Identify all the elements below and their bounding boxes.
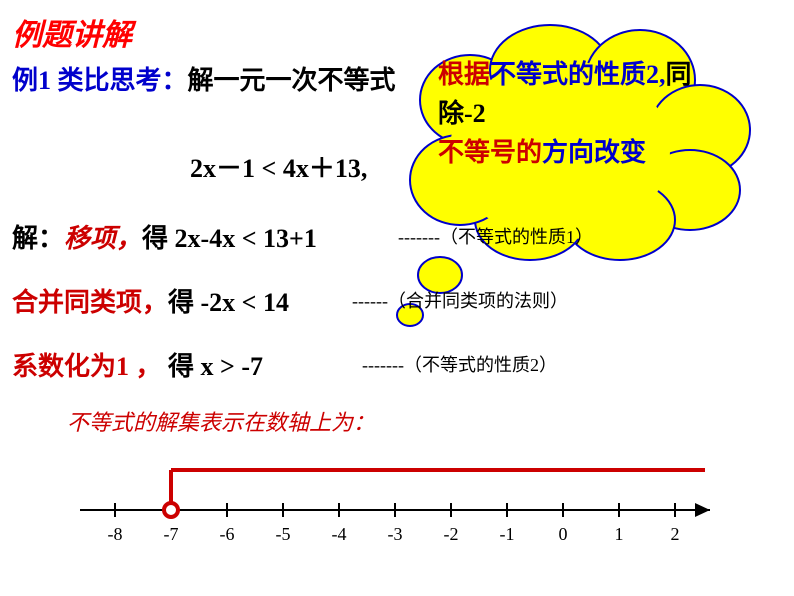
- step3-action: 系数化为1 ，: [12, 352, 162, 381]
- solution-step-1: 解：移项，得 2x-4x < 13+1: [12, 218, 317, 255]
- cloud-line1b: 不等式的性质2,: [490, 60, 666, 89]
- svg-text:-4: -4: [332, 524, 347, 544]
- svg-text:-7: -7: [164, 524, 179, 544]
- svg-text:2: 2: [671, 524, 680, 544]
- svg-text:-8: -8: [108, 524, 123, 544]
- svg-text:1: 1: [615, 524, 624, 544]
- page-title: 例题讲解: [12, 10, 132, 54]
- step1-result: 得 2x-4x < 13+1: [142, 224, 317, 253]
- svg-text:0: 0: [559, 524, 568, 544]
- svg-text:-6: -6: [220, 524, 235, 544]
- step3-annotation: -------（不等式的性质2）: [362, 351, 557, 377]
- cloud-line3a: 不等号的: [438, 138, 542, 167]
- number-line: -8 -7 -6 -5 -4 -3 -2 -1 0 1 2: [70, 455, 730, 550]
- svg-text:-1: -1: [500, 524, 515, 544]
- step2-action: 合并同类项，: [12, 288, 168, 317]
- step2-annotation: ------（合并同类项的法则）: [352, 287, 568, 313]
- step1-label: 解：: [12, 224, 64, 253]
- problem-statement: 例1 类比思考：解一元一次不等式: [12, 60, 396, 97]
- problem-main: 解一元一次不等式: [188, 66, 396, 95]
- problem-prefix: 例1 类比思考：: [12, 66, 188, 95]
- svg-text:-5: -5: [276, 524, 291, 544]
- step2-result: 得 -2x < 14: [168, 288, 289, 317]
- step1-annotation: -------（不等式的性质1）: [398, 223, 593, 249]
- solution-step-3: 系数化为1 ， 得 x > -7: [12, 346, 263, 383]
- step1-action: 移项，: [64, 224, 142, 253]
- svg-text:-3: -3: [388, 524, 403, 544]
- equation-text: 2x－1 < 4x＋13,: [190, 154, 367, 183]
- solution-step-2: 合并同类项，得 -2x < 14: [12, 282, 289, 319]
- cloud-line3b: 方向改变: [542, 138, 646, 167]
- main-equation: 2x－1 < 4x＋13,: [190, 148, 367, 185]
- cloud-line1a: 根据: [438, 60, 490, 89]
- step3-result: 得 x > -7: [162, 352, 263, 381]
- cloud-explanation: 根据不等式的性质2,同除-2 不等号的方向改变: [438, 55, 698, 172]
- conclusion-text: 不等式的解集表示在数轴上为：: [67, 405, 375, 437]
- title-text: 例题讲解: [12, 19, 132, 52]
- svg-text:-2: -2: [444, 524, 459, 544]
